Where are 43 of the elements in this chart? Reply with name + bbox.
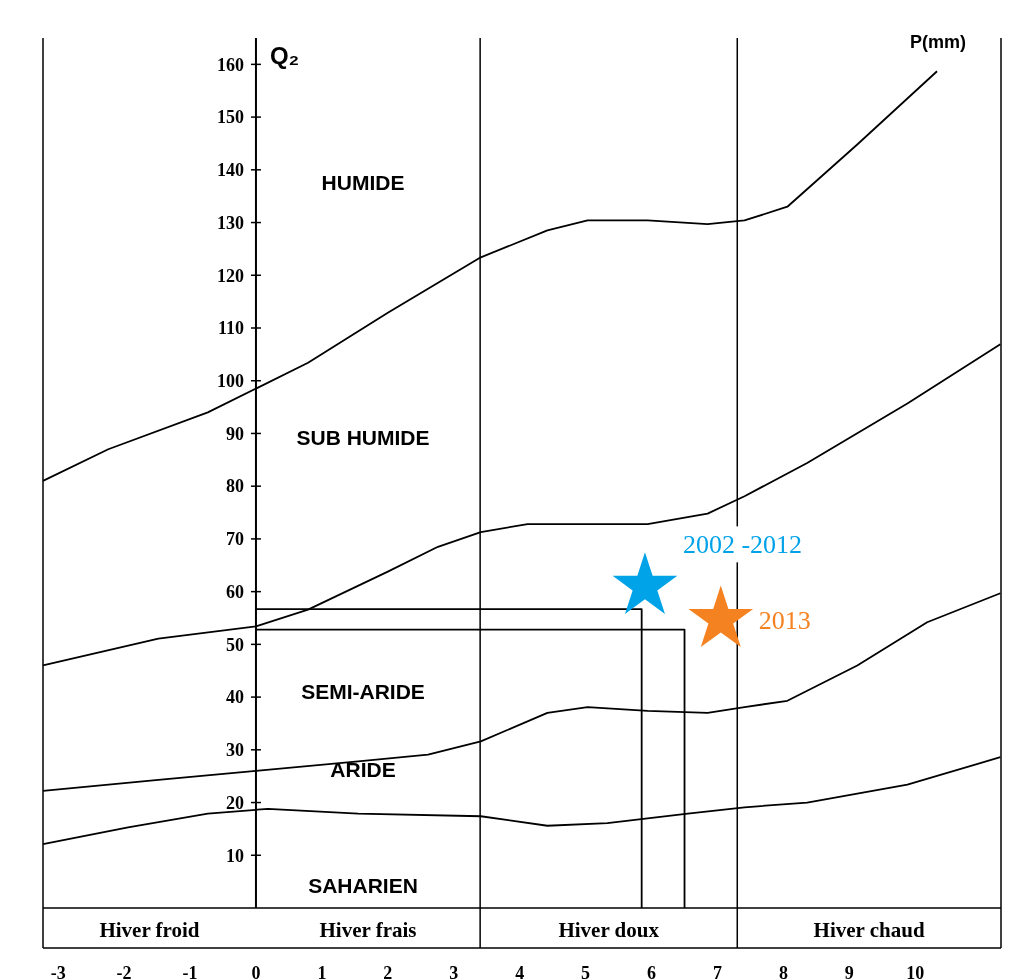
x-tick-label: 8	[778, 963, 788, 980]
annotation: SAHARIEN	[308, 874, 418, 898]
annotation: ARIDE	[330, 758, 396, 782]
y-tick-label: 120	[216, 265, 244, 286]
text: Hiver chaud	[813, 918, 925, 943]
y-axis-title: Q₂	[269, 42, 300, 70]
y-tick-label: 140	[216, 160, 244, 181]
y-tick-label: 60	[225, 581, 244, 602]
text: Hiver froid	[99, 918, 200, 943]
x-tick-label: 6	[647, 963, 657, 980]
y-tick-label: 110	[217, 318, 244, 339]
annotation: P(mm)	[909, 32, 966, 53]
text: Hiver doux	[558, 918, 660, 943]
y-tick-label: 30	[225, 740, 244, 761]
x-tick-label: 3	[449, 963, 459, 980]
y-tick-label: 50	[225, 634, 244, 655]
y-tick-label: 130	[216, 212, 244, 233]
x-tick-label: -1	[182, 963, 198, 980]
y-tick-label: 150	[216, 107, 244, 128]
x-tick-label: -2	[116, 963, 132, 980]
y-tick-label: 100	[216, 371, 244, 392]
series-label: 2002 -2012	[682, 530, 803, 560]
x-tick-label: 9	[844, 963, 854, 980]
y-tick-label: 20	[225, 792, 244, 813]
x-tick-label: 1	[317, 963, 327, 980]
x-tick-label: -3	[50, 963, 66, 980]
x-tick-label: 2	[383, 963, 393, 980]
annotation: SUB HUMIDE	[296, 426, 430, 450]
series-label: 2013	[758, 605, 811, 635]
annotation: HUMIDE	[321, 171, 405, 195]
x-tick-label: 5	[581, 963, 591, 980]
y-tick-label: 40	[225, 687, 244, 708]
annotation: SEMI-ARIDE	[301, 680, 425, 704]
x-tick-label: 10	[906, 963, 925, 980]
y-tick-label: 70	[225, 529, 244, 550]
x-tick-label: 0	[251, 963, 261, 980]
text: Hiver frais	[319, 918, 417, 943]
x-tick-label: 7	[712, 963, 722, 980]
y-tick-label: 160	[216, 54, 244, 75]
x-tick-label: 4	[515, 963, 525, 980]
y-tick-label: 80	[225, 476, 244, 497]
y-tick-label: 10	[225, 845, 244, 866]
y-tick-label: 90	[225, 423, 244, 444]
